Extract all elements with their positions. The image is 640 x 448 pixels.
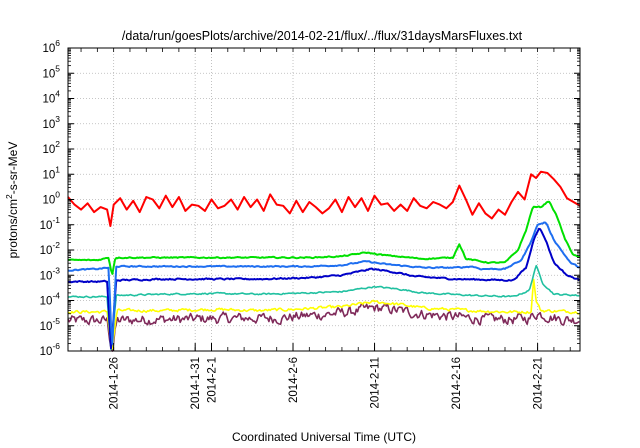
x-axis: 2014-1-26 2014-1-31 2014-2-1 2014-2-6 2014-2… [80,48,571,409]
series-line-6 [67,170,581,227]
series-line-1 [67,278,580,350]
y-axis-label: protons/cm2-s-sr-MeV [4,142,20,259]
series-line-4 [67,221,580,345]
x-tick-label: 2014-2-21 [533,357,545,409]
y-tick-label: 103 [42,114,60,131]
series-line-3 [67,227,581,350]
y-tick-label: 106 [42,38,60,55]
plot-lines [67,170,581,352]
y-tick-label: 10-1 [40,215,61,232]
grid [68,48,580,351]
y-tick-label: 104 [42,89,60,106]
x-tick-label: 2014-2-11 [370,357,382,409]
y-tick-label: 102 [42,139,60,156]
x-axis-label: Coordinated Universal Time (UTC) [232,430,416,444]
y-tick-label: 100 [42,190,60,207]
x-tick-label: 2014-1-26 [109,357,121,409]
y-tick-label: 10-6 [40,341,61,358]
x-tick-label: 2014-1-31 [190,357,202,409]
y-tick-label: 101 [42,164,60,181]
x-tick-label: 2014-2-16 [451,357,463,409]
y-tick-label: 10-5 [40,316,61,333]
y-tick-label: 10-3 [40,265,61,282]
series-line-2 [67,264,580,351]
series-line-5 [68,200,580,275]
x-tick-label: 2014-2-1 [206,357,218,403]
y-tick-label: 105 [42,63,60,80]
chart-title: /data/run/goesPlots/archive/2014-02-21/f… [122,29,523,43]
y-tick-label: 10-2 [40,240,61,257]
y-axis: 106 105 104 103 102 101 100 10-1 10-2 10-3 10-4 10-… [40,38,580,358]
series-line-0 [67,302,580,352]
y-tick-label: 10-4 [40,291,61,308]
x-tick-label: 2014-2-6 [288,357,300,403]
